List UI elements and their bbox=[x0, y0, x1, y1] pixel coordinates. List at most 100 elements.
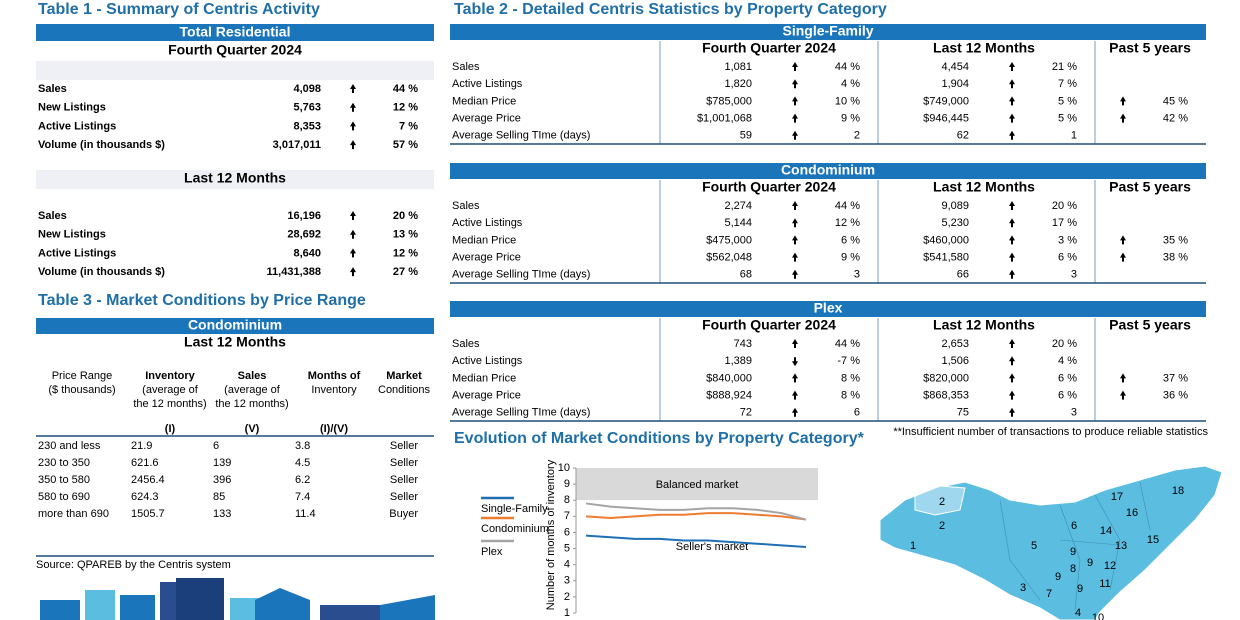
region-number: 18 bbox=[1172, 485, 1184, 497]
cell-change: 6 % bbox=[841, 234, 860, 246]
cell-change: 6 % bbox=[1058, 252, 1077, 264]
category-title: Plex bbox=[814, 300, 843, 316]
section-period: Fourth Quarter 2024 bbox=[168, 42, 302, 58]
arrow-up bbox=[350, 211, 356, 220]
cell-change: 37 % bbox=[1163, 372, 1188, 384]
column-sub: (I) bbox=[165, 423, 176, 435]
y-tick-label: 7 bbox=[564, 510, 570, 522]
arrow-up bbox=[792, 339, 798, 348]
row-label: Average Selling TIme (days) bbox=[452, 269, 590, 281]
cell-change: 44 % bbox=[835, 200, 860, 212]
row-value: 5,763 bbox=[293, 102, 321, 114]
cell-change: 45 % bbox=[1163, 95, 1188, 107]
cell-change: 6 % bbox=[1058, 390, 1077, 402]
arrow-up bbox=[792, 96, 798, 106]
category-bar bbox=[450, 301, 1206, 317]
row-label: Active Listings bbox=[38, 120, 116, 132]
column-header: Inventory bbox=[311, 384, 357, 396]
column-header: (average of bbox=[142, 384, 199, 396]
cell-change: 12 % bbox=[835, 217, 860, 229]
row-label: Median Price bbox=[452, 372, 516, 384]
cell: Seller bbox=[390, 491, 418, 503]
column-header: Last 12 Months bbox=[933, 40, 1035, 56]
cell-value: 1,081 bbox=[724, 61, 752, 73]
series-line bbox=[585, 512, 807, 521]
column-header: Past 5 years bbox=[1109, 317, 1191, 333]
cell: 350 to 580 bbox=[38, 474, 90, 486]
region-number: 13 bbox=[1115, 540, 1127, 552]
region-number: 9 bbox=[1070, 546, 1076, 558]
arrow-up bbox=[1009, 373, 1015, 383]
cell-change: 8 % bbox=[841, 390, 860, 402]
y-tick-label: 6 bbox=[564, 526, 570, 538]
region-number: 12 bbox=[1104, 560, 1116, 572]
cell-value: 9,089 bbox=[941, 200, 969, 212]
y-tick-label: 10 bbox=[558, 462, 570, 474]
arrow-down bbox=[792, 357, 798, 367]
series-line bbox=[585, 534, 807, 548]
cell: 230 and less bbox=[38, 440, 101, 452]
cell: 396 bbox=[213, 474, 231, 486]
cell-value: $946,445 bbox=[923, 113, 969, 125]
category-bar bbox=[36, 318, 434, 334]
row-label: Active Listings bbox=[452, 355, 523, 367]
section-period: Last 12 Months bbox=[184, 334, 286, 350]
region-number: 4 bbox=[1075, 607, 1081, 619]
header-bar bbox=[36, 24, 434, 41]
cell-value: 59 bbox=[740, 130, 752, 142]
region-number: 2 bbox=[939, 520, 945, 532]
row-change: 12 % bbox=[393, 247, 418, 259]
arrow-up bbox=[792, 218, 798, 228]
column-header: Months of bbox=[308, 370, 361, 382]
row-value: 3,017,011 bbox=[273, 139, 321, 151]
region-number: 14 bbox=[1100, 525, 1112, 537]
region-number: 5 bbox=[1031, 540, 1037, 552]
arrow-up bbox=[1009, 79, 1015, 89]
column-header: the 12 months) bbox=[215, 398, 288, 410]
cell-change: 3 % bbox=[1058, 234, 1077, 246]
row-change: 57 % bbox=[393, 139, 418, 151]
cell: 85 bbox=[213, 491, 225, 503]
cell-change: 3 bbox=[854, 269, 860, 281]
cell-change: 3 bbox=[1071, 407, 1077, 419]
arrow-up bbox=[792, 201, 798, 210]
y-tick-label: 1 bbox=[564, 607, 570, 619]
cell-change: 1 bbox=[1071, 130, 1077, 142]
column-header: Last 12 Months bbox=[933, 179, 1035, 195]
band-label: Balanced market bbox=[656, 479, 739, 491]
cell-value: 1,506 bbox=[941, 355, 969, 367]
cell-value: 2,653 bbox=[941, 338, 969, 350]
arrow-up bbox=[350, 84, 356, 93]
cell-change: 2 bbox=[854, 130, 860, 142]
region-number: 17 bbox=[1111, 491, 1123, 503]
row-label: Average Price bbox=[452, 113, 521, 125]
legend-label: Plex bbox=[481, 546, 503, 558]
row-label: Sales bbox=[452, 200, 480, 212]
legend-label: Single-Family bbox=[481, 503, 548, 515]
cell-change: 44 % bbox=[835, 61, 860, 73]
arrow-up bbox=[1009, 252, 1015, 262]
region-number: 11 bbox=[1099, 578, 1110, 590]
cell-value: $475,000 bbox=[706, 234, 752, 246]
legend-label: Condominium bbox=[481, 523, 549, 535]
cell: 4.5 bbox=[295, 457, 310, 469]
cell-value: 4,454 bbox=[941, 61, 969, 73]
cell-value: 5,230 bbox=[941, 217, 969, 229]
cell: Buyer bbox=[389, 508, 418, 520]
arrow-up bbox=[1009, 113, 1015, 123]
cell-value: 2,274 bbox=[724, 200, 752, 212]
arrow-up bbox=[1009, 339, 1015, 348]
column-header: ($ thousands) bbox=[48, 384, 115, 396]
cell-change: 6 % bbox=[1058, 372, 1077, 384]
arrow-up bbox=[1009, 96, 1015, 106]
cell-change: 38 % bbox=[1163, 252, 1188, 264]
row-change: 44 % bbox=[393, 83, 418, 95]
chart-title: Evolution of Market Conditions by Proper… bbox=[454, 430, 865, 447]
row-change: 7 % bbox=[399, 120, 418, 132]
arrow-up bbox=[792, 407, 798, 417]
row-label: Average Selling TIme (days) bbox=[452, 130, 590, 142]
region-number: 7 bbox=[1046, 588, 1052, 600]
cell-change: 5 % bbox=[1058, 95, 1077, 107]
arrow-up bbox=[1120, 96, 1126, 106]
